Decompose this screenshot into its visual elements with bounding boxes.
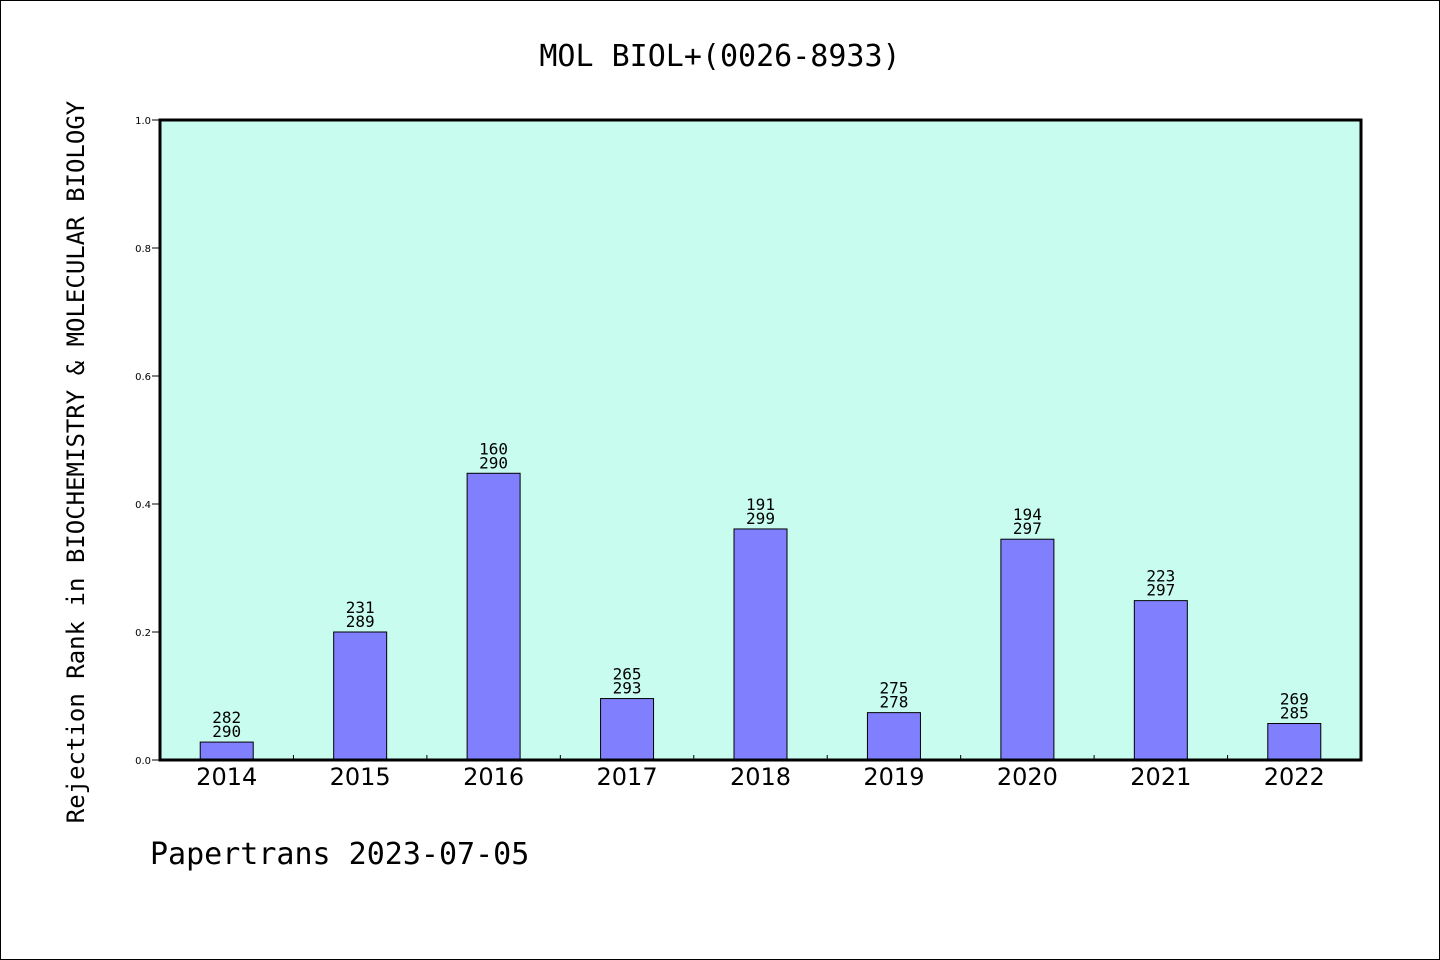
y-tick-label: 0.4 (135, 500, 151, 511)
x-tick-label: 2014 (196, 763, 257, 791)
bar-rank-label: 275 (879, 679, 908, 698)
chart-title: MOL BIOL+(0026-8933) (539, 39, 900, 74)
bar-total-label: 289 (346, 612, 375, 631)
bar (866, 712, 921, 761)
bar (733, 528, 788, 761)
x-tick-label: 2017 (597, 763, 658, 791)
y-tick-label: 0.6 (135, 372, 151, 383)
bar-total-label: 299 (746, 509, 775, 528)
bar (1267, 723, 1322, 761)
x-axis-ticks: 2014 2015 2016 2017 2018 2019 2020 2021 2022 (196, 755, 1325, 791)
y-tick-label: 0.8 (135, 244, 151, 255)
bar (333, 631, 388, 761)
bar (466, 472, 521, 761)
x-tick-label: 2015 (330, 763, 391, 791)
bar-total-label: 285 (1280, 704, 1309, 723)
bar-rank-label: 191 (746, 495, 775, 514)
bar-rank-label: 194 (1013, 505, 1042, 524)
data-labels: 2822902312891602902652931912992752781942… (212, 439, 1308, 741)
x-tick-label: 2021 (1130, 763, 1191, 791)
bar-rank-label: 160 (479, 439, 508, 458)
bar-total-label: 297 (1146, 581, 1175, 600)
bar-total-label: 297 (1013, 519, 1042, 538)
x-tick-label: 2018 (730, 763, 791, 791)
y-axis-ticks: 0.0 0.2 0.4 0.6 0.8 1.0 (135, 116, 160, 767)
bar-total-label: 293 (613, 679, 642, 698)
y-axis-label: Rejection Rank in BIOCHEMISTRY & MOLECUL… (62, 100, 90, 823)
footer-credit: Papertrans 2023-07-05 (150, 837, 529, 872)
y-tick-label: 0.2 (135, 628, 151, 639)
bar-rank-label: 269 (1280, 690, 1309, 709)
bar-total-label: 278 (879, 693, 908, 712)
bar-total-label: 290 (479, 453, 508, 472)
y-tick-label: 1.0 (135, 116, 151, 127)
x-tick-label: 2022 (1264, 763, 1325, 791)
x-tick-label: 2019 (863, 763, 924, 791)
bar (1133, 600, 1188, 761)
x-tick-label: 2020 (997, 763, 1058, 791)
bar (600, 698, 655, 761)
bars (199, 472, 1322, 761)
y-tick-label: 0.0 (135, 756, 151, 767)
bar-rank-label: 223 (1146, 567, 1175, 586)
x-tick-label: 2016 (463, 763, 524, 791)
bar-rank-label: 231 (346, 598, 375, 617)
bar-total-label: 290 (212, 722, 241, 741)
bar-rank-label: 282 (212, 708, 241, 727)
bar (199, 741, 254, 761)
plot-border (158, 118, 1363, 762)
bar (1000, 538, 1055, 761)
bar-rank-label: 265 (613, 665, 642, 684)
